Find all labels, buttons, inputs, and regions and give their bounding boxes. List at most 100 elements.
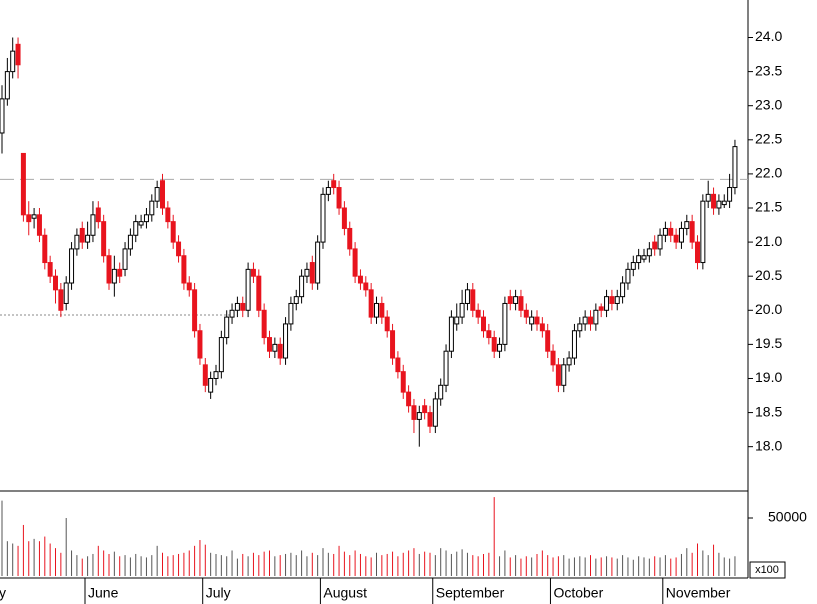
candle-body: [74, 234, 80, 250]
candle-body: [20, 152, 26, 216]
candle-body: [395, 357, 401, 373]
candle-body: [652, 241, 658, 250]
candle-body: [42, 234, 48, 264]
candle-body: [85, 234, 91, 243]
candle-body: [497, 343, 503, 352]
candle-body: [588, 316, 593, 325]
candle-body: [106, 255, 112, 284]
candle-body: [625, 268, 631, 284]
candle-body: [111, 268, 117, 284]
candle-body: [4, 71, 10, 100]
x-tick-label: July: [206, 585, 231, 601]
candle-body: [63, 282, 69, 304]
candle-body: [716, 200, 722, 209]
candle-body: [459, 302, 465, 318]
candle-body: [272, 343, 278, 352]
candle-body: [662, 227, 668, 236]
candle-body: [133, 221, 139, 236]
candle-body: [390, 330, 396, 359]
candle-body: [197, 330, 203, 359]
candle-body: [534, 316, 540, 325]
candle-body: [309, 262, 315, 284]
candle-body: [486, 330, 492, 339]
candle-body: [545, 330, 551, 352]
y-tick-label: 20.0: [755, 301, 782, 317]
candle-body: [593, 309, 599, 325]
candle-body: [331, 180, 337, 189]
candle-body: [160, 180, 165, 209]
candle-body: [186, 282, 192, 291]
candle-body: [475, 309, 481, 318]
y-tick-label: 18.0: [755, 437, 782, 453]
candle-body: [79, 227, 85, 243]
candle-body: [550, 350, 556, 366]
candle-body: [347, 227, 353, 250]
candle-body: [641, 255, 647, 260]
candle-body: [336, 187, 342, 209]
y-tick-label: 21.5: [755, 199, 782, 215]
y-tick-label: 23.5: [755, 62, 782, 78]
x-tick-label: June: [88, 585, 119, 601]
candle-body: [432, 398, 438, 427]
y-tick-label: 23.0: [755, 96, 782, 112]
x-tick-label: August: [323, 585, 367, 601]
candle-body: [604, 296, 610, 311]
candle-body: [192, 289, 198, 332]
y-tick-label: 20.5: [755, 267, 782, 283]
y-tick-label: 24.0: [755, 28, 782, 44]
candle-body: [15, 43, 21, 66]
candle-body: [523, 309, 529, 318]
candle-body: [315, 241, 321, 284]
candle-body: [657, 234, 663, 250]
candle-body: [122, 248, 128, 270]
candle-body: [293, 296, 299, 304]
candle-body: [636, 255, 642, 264]
candle-body: [117, 268, 123, 277]
candle-body: [267, 337, 272, 352]
candle-body: [90, 214, 96, 236]
candle-body: [304, 268, 310, 277]
candle-body: [689, 221, 695, 243]
candle-body: [582, 316, 588, 325]
candle-body: [555, 364, 561, 386]
candle-body: [138, 221, 144, 226]
candle-body: [250, 268, 256, 277]
candle-body: [438, 384, 444, 400]
y-tick-label: 22.0: [755, 165, 782, 181]
y-tick-label: 18.5: [755, 403, 782, 419]
candle-body: [170, 221, 176, 243]
candle-body: [213, 371, 219, 379]
candle-body: [518, 296, 524, 311]
candle-body: [277, 343, 283, 359]
candle-body: [695, 241, 700, 264]
candle-body: [529, 316, 535, 325]
candle-body: [224, 316, 230, 339]
x-tick-label: October: [553, 585, 603, 601]
candle-body: [341, 207, 347, 229]
candle-body: [732, 146, 738, 189]
candle-body: [427, 412, 433, 427]
candle-body: [571, 330, 577, 359]
candle-body: [47, 262, 53, 277]
candle-body: [325, 187, 331, 195]
volume-unit: x100: [755, 564, 779, 576]
candle-body: [256, 275, 262, 311]
candle-body: [684, 221, 690, 229]
candle-body: [470, 289, 476, 311]
candle-body: [443, 350, 449, 386]
candle-body: [400, 371, 406, 393]
candle-body: [620, 282, 626, 298]
candle-body: [416, 412, 422, 420]
candle-body: [379, 302, 385, 318]
candle-body: [502, 302, 508, 345]
candle-body: [69, 248, 75, 284]
candle-body: [202, 364, 208, 386]
candle-body: [481, 316, 486, 332]
volume-unit-box: [749, 561, 786, 579]
candle-body: [143, 214, 149, 223]
candle-body: [374, 302, 379, 318]
candle-body: [261, 309, 267, 339]
candle-body: [598, 306, 604, 311]
candle-body: [0, 98, 5, 134]
